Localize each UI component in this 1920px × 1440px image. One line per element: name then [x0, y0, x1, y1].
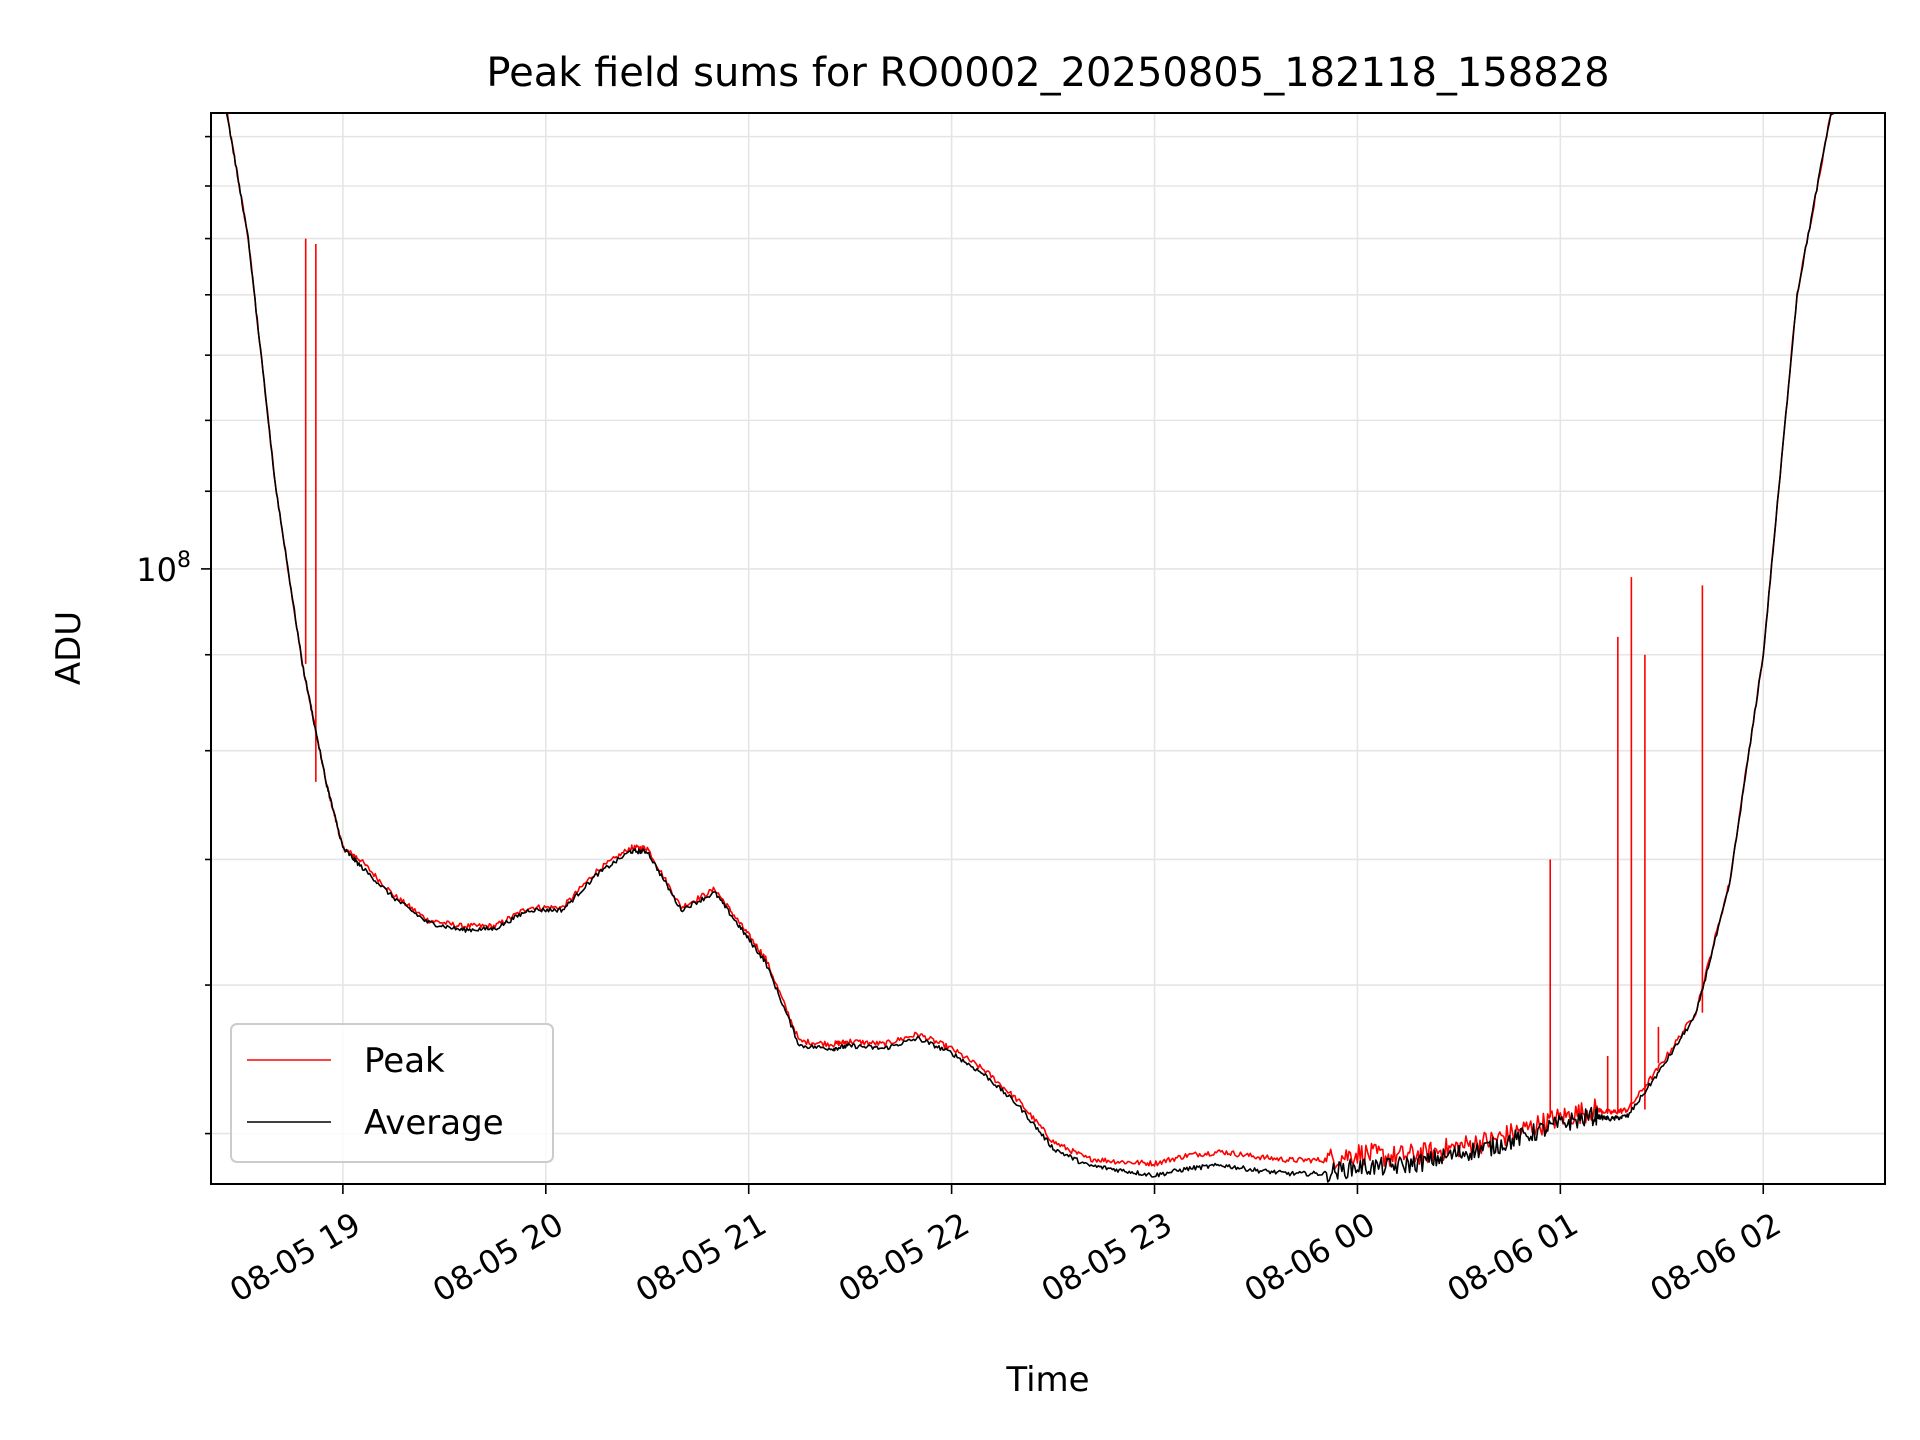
series-layer: [224, 112, 1848, 1183]
legend-peak-label: Peak: [364, 1041, 445, 1081]
average-series-line: [224, 112, 1848, 1183]
legend-box: [230, 1023, 554, 1163]
chart-title: Peak field sums for RO0002_20250805_1821…: [486, 50, 1609, 96]
x-axis-label: Time: [1005, 1360, 1089, 1400]
plot-frame: [210, 112, 1886, 1185]
y-axis-label: ADU: [49, 611, 89, 685]
legend: Peak Average: [230, 1023, 554, 1163]
y-tick-label: 108: [136, 548, 191, 589]
legend-average-label: Average: [364, 1103, 504, 1143]
